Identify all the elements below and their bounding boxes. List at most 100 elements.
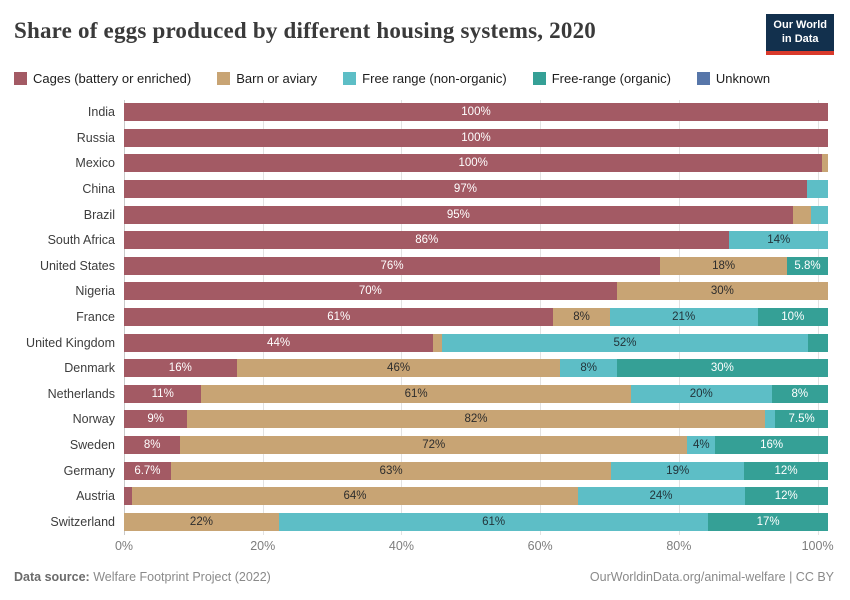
- legend-label: Free-range (organic): [551, 70, 671, 86]
- legend-item-1[interactable]: Barn or aviary: [217, 71, 317, 86]
- data-source-text: Welfare Footprint Project (2022): [89, 570, 271, 584]
- stacked-bar: 64% 24% 12%: [124, 487, 828, 506]
- bar-segment[interactable]: 14%: [729, 231, 828, 250]
- bar-segment[interactable]: 7.5%: [775, 410, 828, 429]
- bar-segment[interactable]: 100%: [124, 103, 828, 122]
- bar-segment[interactable]: 8%: [124, 436, 181, 455]
- bar-segment[interactable]: 61%: [201, 384, 631, 403]
- bar-segment[interactable]: 61%: [278, 512, 709, 531]
- bar-segment[interactable]: 100%: [124, 154, 823, 173]
- bar-segment[interactable]: 52%: [442, 333, 808, 352]
- stacked-bar: 100%: [124, 128, 828, 147]
- header: Share of eggs produced by different hous…: [14, 14, 834, 55]
- bar-segment[interactable]: 22%: [124, 512, 279, 531]
- stacked-bar: 100%: [124, 103, 828, 122]
- bar-segment[interactable]: 97%: [124, 180, 807, 199]
- chart-row-norway: Norway 9% 82% 7.5%: [14, 407, 834, 433]
- owid-link[interactable]: OurWorldinData.org/animal-welfare | CC B…: [589, 570, 834, 584]
- country-label: Switzerland: [50, 514, 115, 529]
- chart-row-denmark: Denmark 16% 46% 8% 30%: [14, 355, 834, 381]
- stacked-bar: 76% 18% 5.8%: [124, 256, 828, 275]
- bar-segment[interactable]: [124, 487, 133, 506]
- bar-segment[interactable]: [807, 333, 828, 352]
- legend-label: Free range (non-organic): [362, 70, 507, 86]
- bar-segment[interactable]: 16%: [715, 436, 828, 455]
- chart-row-south-africa: South Africa 86% 14%: [14, 227, 834, 253]
- bar-segment[interactable]: 16%: [124, 359, 237, 378]
- bar-segment[interactable]: [822, 154, 828, 173]
- axis-tick-20: 20%: [250, 538, 276, 553]
- legend-label: Unknown: [715, 70, 771, 86]
- legend-item-4[interactable]: Unknown: [696, 70, 771, 86]
- stacked-bar: 22% 61% 17%: [124, 512, 828, 531]
- stacked-bar: 11% 61% 20% 8%: [124, 384, 828, 403]
- bar-segment[interactable]: 21%: [609, 308, 758, 327]
- bar-segment[interactable]: 19%: [611, 461, 745, 480]
- bar-segment[interactable]: 11%: [124, 384, 202, 403]
- country-label: South Africa: [47, 233, 115, 248]
- country-label: China: [82, 182, 115, 197]
- legend-item-3[interactable]: Free-range (organic): [532, 70, 671, 86]
- bar-segment[interactable]: 17%: [708, 512, 828, 531]
- bar-segment[interactable]: [806, 180, 828, 199]
- bar-segment[interactable]: 10%: [757, 308, 828, 327]
- axis-tick-80: 80%: [666, 538, 692, 553]
- legend-swatch-icon: [532, 71, 546, 85]
- bar-segment[interactable]: 8%: [560, 359, 617, 378]
- bar-segment[interactable]: 61%: [124, 308, 554, 327]
- bar-segment[interactable]: 4%: [687, 436, 716, 455]
- axis-tick-100: 100%: [801, 538, 834, 553]
- country-label: Nigeria: [75, 284, 115, 299]
- bar-segment[interactable]: 18%: [660, 256, 788, 275]
- bar-segment[interactable]: 5.8%: [787, 256, 828, 275]
- stacked-bar: 9% 82% 7.5%: [124, 410, 828, 429]
- legend-item-0[interactable]: Cages (battery or enriched): [14, 71, 191, 86]
- bar-segment[interactable]: 30%: [616, 359, 828, 378]
- bar-segment[interactable]: 95%: [124, 205, 793, 224]
- country-label: Austria: [76, 489, 115, 504]
- country-label: Mexico: [75, 156, 115, 171]
- legend-swatch-icon: [14, 71, 27, 85]
- legend-item-2[interactable]: Free range (non-organic): [343, 71, 507, 86]
- bar-segment[interactable]: 63%: [170, 461, 612, 480]
- bar-segment[interactable]: 12%: [744, 461, 828, 480]
- x-axis: 0% 20% 40% 60% 80% 100%: [115, 538, 834, 559]
- chart-row-united-kingdom: United Kingdom 44% 52%: [14, 330, 834, 356]
- bar-segment[interactable]: 20%: [630, 384, 772, 403]
- stacked-bar: 97%: [124, 180, 828, 199]
- chart-row-sweden: Sweden 8% 72% 4% 16%: [14, 432, 834, 458]
- bar-segment[interactable]: 24%: [577, 487, 745, 506]
- bar-segment[interactable]: 8%: [553, 308, 610, 327]
- bar-segment[interactable]: 12%: [744, 487, 828, 506]
- owid-logo[interactable]: Our World in Data: [766, 14, 834, 55]
- axis-tick-60: 60%: [527, 538, 553, 553]
- bar-segment[interactable]: 46%: [236, 359, 561, 378]
- bar-segment[interactable]: 30%: [616, 282, 828, 301]
- legend-swatch-icon: [217, 71, 231, 85]
- chart-row-united-states: United States 76% 18% 5.8%: [14, 253, 834, 279]
- bar-segment[interactable]: 9%: [124, 410, 188, 429]
- bar-segment[interactable]: 100%: [124, 128, 828, 147]
- chart-row-mexico: Mexico 100%: [14, 151, 834, 177]
- bar-segment[interactable]: 8%: [771, 384, 828, 403]
- bar-segment[interactable]: [811, 205, 828, 224]
- country-label: Norway: [72, 412, 115, 427]
- country-label: Brazil: [83, 207, 115, 222]
- owid-logo-line2: in Data: [781, 32, 819, 45]
- bar-segment[interactable]: [792, 205, 812, 224]
- legend: Cages (battery or enriched) Barn or aviar…: [14, 71, 834, 86]
- bar-segment[interactable]: 82%: [187, 410, 765, 429]
- bar-segment[interactable]: [433, 333, 443, 352]
- bar-segment[interactable]: 72%: [180, 436, 688, 455]
- bar-segment[interactable]: 76%: [124, 256, 661, 275]
- bar-segment[interactable]: 44%: [124, 333, 434, 352]
- bar-segment[interactable]: [764, 410, 776, 429]
- bar-segment[interactable]: 6.7%: [124, 461, 171, 480]
- chart-row-france: France 61% 8% 21% 10%: [14, 304, 834, 330]
- bar-segment[interactable]: 86%: [124, 231, 730, 250]
- stacked-bar: 70% 30%: [124, 282, 828, 301]
- stacked-bar: 95%: [124, 205, 828, 224]
- bar-segment[interactable]: 64%: [132, 487, 578, 506]
- chart-row-china: China 97%: [14, 176, 834, 202]
- bar-segment[interactable]: 70%: [124, 282, 617, 301]
